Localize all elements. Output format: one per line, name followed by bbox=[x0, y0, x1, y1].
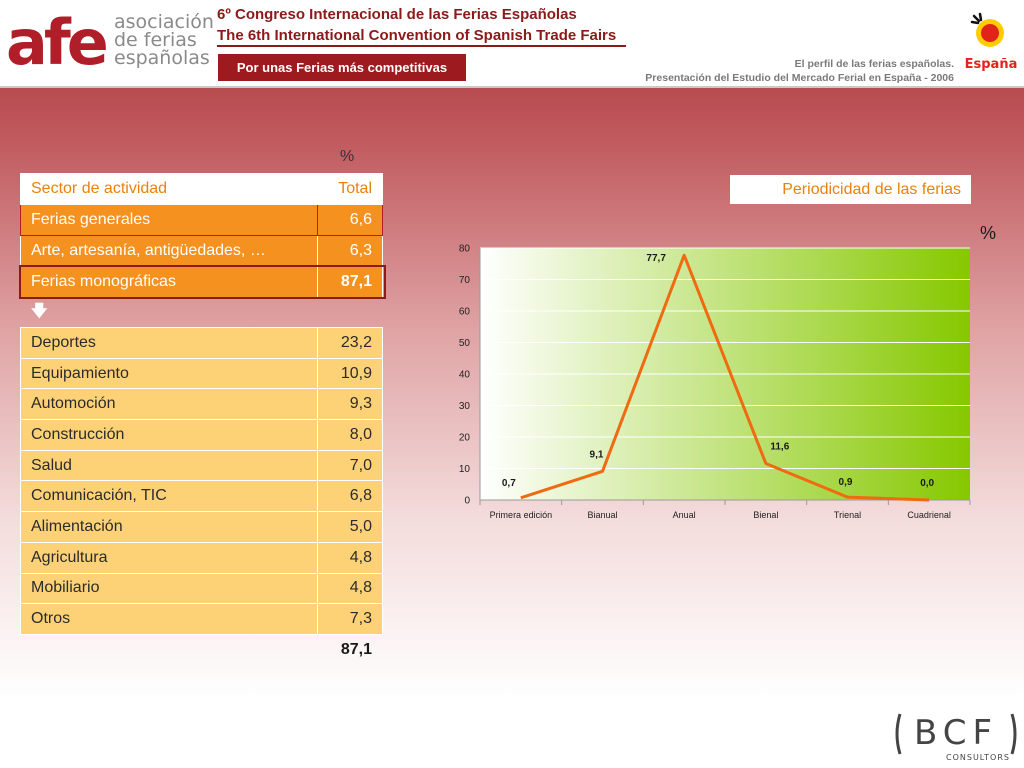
afe-logo: afe bbox=[6, 12, 111, 72]
row-label: Comunicación, TIC bbox=[20, 480, 318, 513]
row-value: 8,0 bbox=[317, 419, 383, 451]
table-row-highlighted: Ferias monográficas 87,1 bbox=[20, 266, 383, 298]
row-value: 9,3 bbox=[317, 388, 383, 421]
table-row: Arte, artesanía, antigüedades, … 6,3 bbox=[20, 235, 383, 267]
header-total: Total bbox=[317, 173, 383, 205]
x-tick-label: Bianual bbox=[587, 510, 617, 520]
monografica-total: 87,1 bbox=[340, 641, 372, 658]
presentation-subtitle: El perfil de las ferias españolas. Prese… bbox=[645, 57, 954, 85]
periodicity-line-chart: 0 10 20 30 40 50 60 70 80 Primera edición Bianual A… bbox=[459, 244, 971, 520]
subtitle-line-1: El perfil de las ferias españolas. bbox=[794, 58, 954, 70]
row-label: Construcción bbox=[20, 419, 318, 451]
bcf-logo-subtext: CONSULTORS bbox=[946, 753, 1010, 762]
arrow-down-icon: 🡇 bbox=[31, 303, 48, 320]
org-name-line-3: españolas bbox=[114, 47, 210, 69]
y-tick-label: 0 bbox=[464, 496, 470, 507]
congress-title-es: 6º Congreso Internacional de las Ferias … bbox=[217, 6, 577, 23]
series-line bbox=[520, 253, 930, 502]
monografica-table: Deportes 23,2 Equipamiento 10,9 Automoción… bbox=[20, 327, 383, 635]
chart-title: Periodicidad de las ferias bbox=[730, 175, 971, 204]
table-row: Ferias generales 6,6 bbox=[20, 204, 383, 236]
table-row: Alimentación 5,0 bbox=[20, 511, 383, 543]
data-label: 11,6 bbox=[770, 441, 789, 452]
y-tick-label: 30 bbox=[459, 401, 471, 412]
row-value: 7,3 bbox=[317, 603, 383, 635]
y-tick-label: 40 bbox=[459, 370, 471, 381]
row-value: 7,0 bbox=[317, 449, 383, 482]
y-tick-label: 50 bbox=[459, 338, 471, 349]
bcf-logo: BCF CONSULTORS bbox=[895, 713, 1017, 762]
y-tick-label: 20 bbox=[459, 433, 471, 444]
data-label: 0,0 bbox=[920, 478, 934, 489]
subtitle-line-2: Presentación del Estudio del Mercado Fer… bbox=[645, 72, 954, 84]
table-row: Comunicación, TIC 6,8 bbox=[20, 480, 383, 513]
row-label: Ferias monográficas bbox=[20, 266, 318, 298]
data-label: 0,7 bbox=[502, 478, 516, 489]
org-name: asociación de ferias españolas bbox=[114, 11, 214, 69]
sector-table-header: Sector de actividad Total bbox=[20, 173, 383, 205]
table-row: Equipamiento 10,9 bbox=[20, 357, 383, 390]
x-tick-label: Anual bbox=[673, 510, 696, 520]
header-sector: Sector de actividad bbox=[20, 173, 318, 205]
org-name-line-1: asociación bbox=[114, 11, 214, 33]
x-tick-label: Cuadrienal bbox=[907, 510, 951, 520]
row-value: 6,8 bbox=[317, 480, 383, 513]
espana-logo-text: España bbox=[965, 57, 1018, 72]
series-polyline bbox=[520, 253, 930, 502]
row-label: Arte, artesanía, antigüedades, … bbox=[20, 235, 318, 267]
table-row: Salud 7,0 bbox=[20, 449, 383, 482]
table-row: Agricultura 4,8 bbox=[20, 541, 383, 574]
row-value: 10,9 bbox=[317, 357, 383, 390]
congress-title-en: The 6th International Convention of Span… bbox=[217, 27, 627, 47]
y-tick-label: 70 bbox=[459, 275, 471, 286]
table-row: Automoción 9,3 bbox=[20, 388, 383, 421]
bcf-logo-text: BCF bbox=[914, 713, 998, 753]
table-row: Deportes 23,2 bbox=[20, 327, 383, 359]
x-tick-label: Trienal bbox=[834, 510, 861, 520]
table-row: Mobiliario 4,8 bbox=[20, 572, 383, 605]
afe-logo-text: afe bbox=[6, 12, 107, 72]
data-label: 0,9 bbox=[839, 477, 853, 488]
tagline-banner: Por unas Ferias más competitivas bbox=[218, 54, 466, 81]
data-label: 9,1 bbox=[590, 449, 604, 460]
y-tick-label: 10 bbox=[459, 464, 471, 475]
header-bar: afe asociación de ferias españolas 6º Co… bbox=[0, 0, 1024, 88]
table-unit-label: % bbox=[340, 148, 355, 165]
row-label: Alimentación bbox=[20, 511, 318, 543]
row-label: Ferias generales bbox=[20, 204, 318, 236]
row-label: Otros bbox=[20, 603, 318, 635]
row-label: Mobiliario bbox=[20, 572, 318, 605]
espana-logo: España bbox=[965, 12, 1018, 72]
row-label: Agricultura bbox=[20, 541, 318, 574]
row-value: 6,6 bbox=[317, 204, 383, 236]
data-label: 77,7 bbox=[646, 253, 666, 264]
row-value: 4,8 bbox=[317, 572, 383, 605]
x-tick-label: Bienal bbox=[753, 510, 778, 520]
sun-icon bbox=[970, 12, 1004, 47]
row-label: Deportes bbox=[20, 327, 318, 359]
row-value: 6,3 bbox=[317, 235, 383, 267]
row-value: 87,1 bbox=[317, 266, 383, 298]
table-row: Construcción 8,0 bbox=[20, 419, 383, 451]
sector-table: Sector de actividad Total Ferias general… bbox=[20, 173, 383, 298]
y-tick-label: 60 bbox=[459, 307, 471, 318]
row-label: Automoción bbox=[20, 388, 318, 421]
table-row: Otros 7,3 bbox=[20, 603, 383, 635]
chart-unit-label: % bbox=[980, 223, 997, 243]
row-label: Equipamiento bbox=[20, 357, 318, 390]
row-value: 23,2 bbox=[317, 327, 383, 359]
x-tick-label: Primera edición bbox=[490, 510, 553, 520]
y-tick-label: 80 bbox=[459, 244, 471, 255]
data-labels: 0,7 9,1 77,7 11,6 0,9 0,0 bbox=[502, 253, 935, 489]
row-value: 4,8 bbox=[317, 541, 383, 574]
row-label: Salud bbox=[20, 449, 318, 482]
org-name-line-2: de ferias bbox=[114, 29, 197, 51]
row-value: 5,0 bbox=[317, 511, 383, 543]
